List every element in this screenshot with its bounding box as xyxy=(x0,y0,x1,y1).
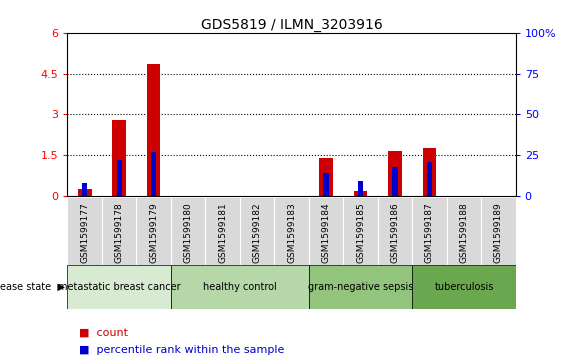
Text: ■  count: ■ count xyxy=(79,327,128,337)
Text: healthy control: healthy control xyxy=(203,282,277,292)
Bar xyxy=(393,167,397,196)
Bar xyxy=(146,64,161,196)
Bar xyxy=(82,183,87,196)
Bar xyxy=(388,151,402,196)
Bar xyxy=(171,265,309,309)
Text: GSM1599183: GSM1599183 xyxy=(287,203,296,264)
Text: GSM1599180: GSM1599180 xyxy=(183,203,193,264)
Bar xyxy=(78,189,91,196)
Text: GSM1599178: GSM1599178 xyxy=(115,203,124,264)
Text: gram-negative sepsis: gram-negative sepsis xyxy=(308,282,413,292)
Bar xyxy=(117,160,122,196)
Bar xyxy=(353,191,367,196)
Text: disease state  ▶: disease state ▶ xyxy=(0,282,64,292)
Bar xyxy=(427,162,432,196)
Bar xyxy=(113,120,126,196)
Bar xyxy=(319,158,333,196)
Title: GDS5819 / ILMN_3203916: GDS5819 / ILMN_3203916 xyxy=(200,18,383,32)
Bar xyxy=(358,181,363,196)
Bar xyxy=(412,265,516,309)
Text: GSM1599187: GSM1599187 xyxy=(425,203,434,264)
Text: GSM1599182: GSM1599182 xyxy=(253,203,261,263)
Text: GSM1599188: GSM1599188 xyxy=(459,203,468,264)
Bar xyxy=(323,173,329,196)
Text: GSM1599184: GSM1599184 xyxy=(322,203,331,263)
Bar xyxy=(151,152,156,196)
Text: GSM1599186: GSM1599186 xyxy=(390,203,400,264)
Text: GSM1599177: GSM1599177 xyxy=(80,203,89,264)
Text: GSM1599189: GSM1599189 xyxy=(494,203,503,264)
Text: GSM1599185: GSM1599185 xyxy=(356,203,365,264)
Text: GSM1599181: GSM1599181 xyxy=(218,203,227,264)
Text: metastatic breast cancer: metastatic breast cancer xyxy=(58,282,180,292)
Bar xyxy=(423,148,437,196)
Bar xyxy=(67,265,171,309)
Text: ■  percentile rank within the sample: ■ percentile rank within the sample xyxy=(79,345,284,355)
Bar xyxy=(309,265,412,309)
Text: GSM1599179: GSM1599179 xyxy=(149,203,158,264)
Text: tuberculosis: tuberculosis xyxy=(434,282,493,292)
